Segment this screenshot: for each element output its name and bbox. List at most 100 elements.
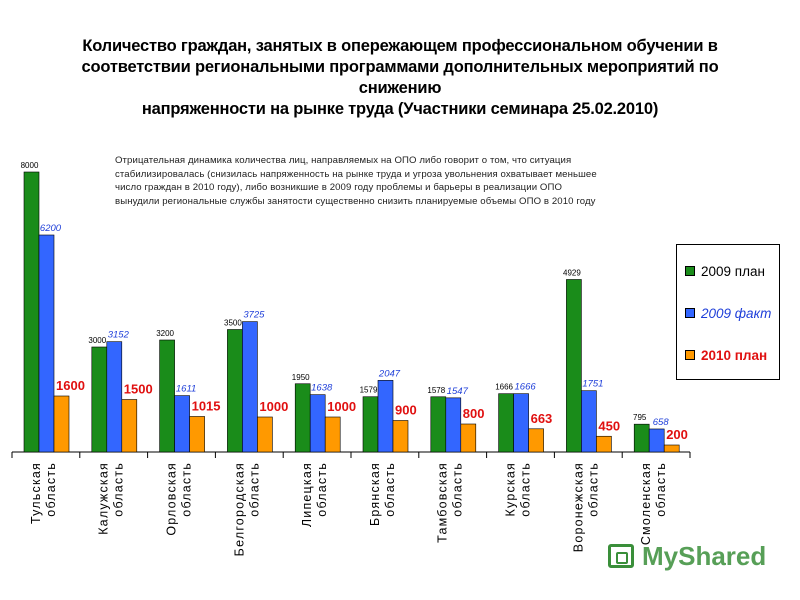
legend-label: 2010 план <box>701 347 768 363</box>
category-label: Брянская <box>368 462 382 526</box>
data-label: 658 <box>653 417 670 428</box>
legend-item: 2009 факт <box>685 303 771 323</box>
bar <box>377 380 394 453</box>
bar <box>294 383 311 453</box>
data-label: 1611 <box>176 384 196 395</box>
data-label: 200 <box>666 427 688 442</box>
data-label: 1547 <box>447 386 469 397</box>
note-line: вынудили региональные службы занятости с… <box>115 195 596 207</box>
bar <box>445 397 462 453</box>
category-label: область <box>112 462 126 517</box>
watermark-logo: MyShared <box>608 538 768 574</box>
title-line: напряженности на рынке труда (Участники … <box>141 100 659 118</box>
bar <box>663 444 680 453</box>
bar <box>38 234 55 453</box>
category-label: область <box>383 462 397 517</box>
data-label: 1000 <box>259 399 288 414</box>
legend-item: 2010 план <box>685 345 767 365</box>
bar <box>498 393 514 453</box>
category-label: область <box>44 462 58 517</box>
data-label: 3152 <box>108 330 130 341</box>
data-label: 1950 <box>292 373 310 382</box>
category-label: область <box>247 462 261 517</box>
category-label: область <box>519 462 533 517</box>
bar <box>23 171 40 453</box>
bar <box>53 395 70 453</box>
data-label: 450 <box>598 418 620 433</box>
category-label: Калужская <box>97 462 111 535</box>
legend-swatch <box>685 350 695 360</box>
category-label: Орловская <box>165 462 179 536</box>
data-label: 1638 <box>311 383 333 394</box>
bar <box>430 396 447 453</box>
data-label: 6200 <box>40 223 62 234</box>
data-label: 3725 <box>243 310 265 321</box>
monitor-icon <box>608 544 634 568</box>
title-line: соответствии региональными программами д… <box>81 58 719 97</box>
bar <box>513 393 529 453</box>
category-label: Липецкая <box>300 462 314 527</box>
category-label: область <box>451 462 465 517</box>
bar <box>566 279 582 453</box>
bar <box>362 396 379 453</box>
bar <box>174 395 190 453</box>
category-label: область <box>654 462 668 517</box>
legend-swatch <box>685 308 695 318</box>
annotation-note: Отрицательная динамика количества лиц, н… <box>115 154 675 208</box>
data-label: 663 <box>531 411 553 426</box>
bar <box>460 423 477 453</box>
data-label: 3500 <box>224 319 242 328</box>
note-line: Отрицательная динамика количества лиц, н… <box>115 155 572 166</box>
bar <box>227 329 243 453</box>
data-label: 800 <box>463 406 485 421</box>
data-label: 3000 <box>88 336 106 345</box>
data-label: 900 <box>395 403 417 418</box>
data-label: 1579 <box>360 386 378 395</box>
bar <box>257 416 273 453</box>
legend-item: 2009 план <box>685 261 765 281</box>
data-label: 1600 <box>56 378 85 393</box>
legend-label: 2009 план <box>701 263 765 279</box>
bar <box>581 390 597 453</box>
category-label: Воронежская <box>571 462 585 552</box>
data-label: 1015 <box>192 398 221 413</box>
note-line: стабилизировалась (снизилась напряженнос… <box>115 168 597 180</box>
watermark-text: MyShared <box>642 540 767 571</box>
title-line: Количество граждан, занятых в опережающе… <box>82 37 718 55</box>
data-label: 1751 <box>582 379 603 390</box>
category-label: Тамбовская <box>436 462 450 543</box>
bar <box>189 416 205 453</box>
data-label: 1000 <box>327 399 356 414</box>
data-label: 1578 <box>427 386 445 395</box>
bar <box>106 341 123 453</box>
bar <box>242 321 258 453</box>
legend-label: 2009 факт <box>701 305 772 321</box>
bar <box>159 339 175 453</box>
data-label: 1666 <box>515 382 537 393</box>
data-label: 3200 <box>156 329 174 338</box>
category-label: область <box>315 462 329 517</box>
bar <box>392 420 409 453</box>
bar <box>528 428 544 453</box>
bar <box>121 399 138 453</box>
data-label: 4929 <box>563 268 581 277</box>
legend-swatch <box>685 266 695 276</box>
category-label: Белгородская <box>232 462 246 556</box>
data-label: 8000 <box>21 161 39 170</box>
chart-title: Количество граждан, занятых в опережающе… <box>40 36 760 120</box>
bar <box>633 423 650 453</box>
data-label: 795 <box>633 413 647 422</box>
bar <box>648 428 665 453</box>
category-label: область <box>586 462 600 517</box>
bar <box>596 435 612 453</box>
note-line: число граждан в 2010 году), либо возникш… <box>115 182 563 193</box>
data-label: 1500 <box>124 382 153 397</box>
category-label: область <box>180 462 194 517</box>
bar <box>91 346 108 453</box>
data-label: 1666 <box>495 383 513 392</box>
category-label: Смоленская <box>639 462 653 545</box>
category-label: Тульская <box>29 462 43 524</box>
chart-legend: 2009 план 2009 факт 2010 план <box>676 244 780 380</box>
data-label: 2047 <box>378 368 401 379</box>
